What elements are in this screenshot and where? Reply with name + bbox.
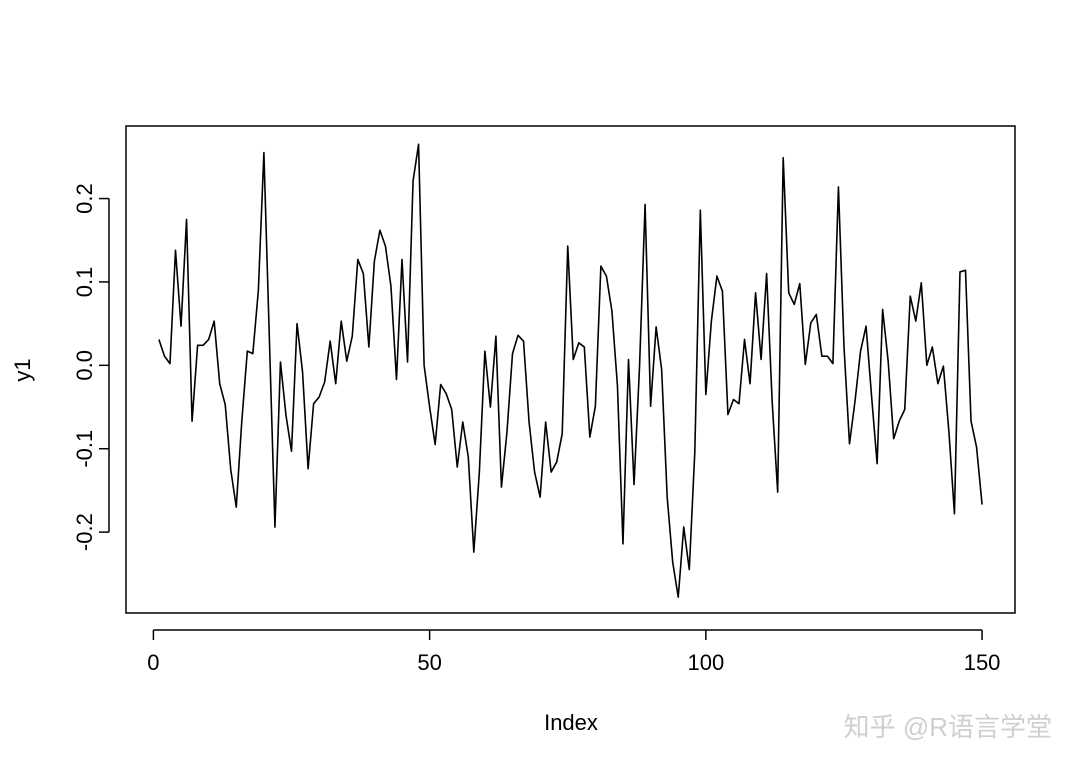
data-line: [158, 143, 983, 598]
y-tick-label: -0.2: [72, 513, 97, 551]
x-tick-label: 50: [417, 650, 441, 675]
plot-box: [125, 125, 1016, 614]
y-axis-label: y1: [10, 358, 35, 381]
y-tick-label: -0.1: [72, 430, 97, 468]
y-tick-label: 0.1: [72, 267, 97, 298]
x-tick-label: 150: [964, 650, 1001, 675]
x-tick-label: 100: [687, 650, 724, 675]
x-axis-label: Index: [544, 710, 598, 735]
y-tick-label: 0.0: [72, 350, 97, 381]
watermark: 知乎 @R语言学堂: [844, 712, 1052, 742]
x-tick-label: 0: [147, 650, 159, 675]
y-tick-label: 0.2: [72, 183, 97, 214]
